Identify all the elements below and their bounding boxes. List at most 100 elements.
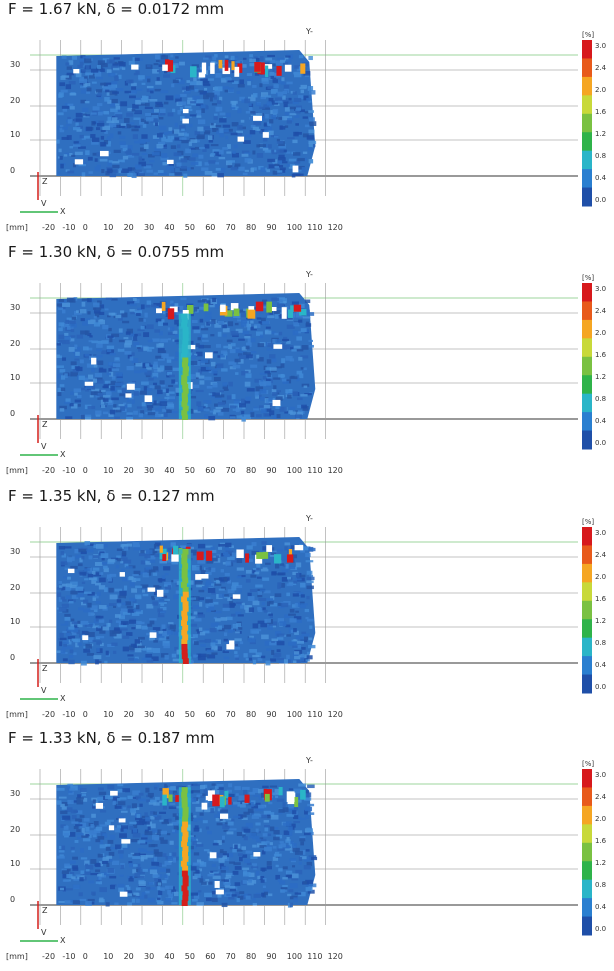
speckle bbox=[153, 172, 159, 175]
speckle bbox=[105, 297, 113, 300]
speckle bbox=[220, 167, 226, 173]
speckle bbox=[305, 552, 311, 558]
y-tick-label: 10 bbox=[10, 130, 20, 139]
speckle bbox=[214, 872, 222, 877]
speckle bbox=[293, 628, 297, 633]
speckle bbox=[59, 155, 63, 160]
speckle bbox=[99, 158, 108, 162]
speckle bbox=[92, 625, 100, 629]
speckle bbox=[211, 897, 218, 903]
speckle bbox=[131, 898, 136, 903]
crack-segment bbox=[181, 567, 188, 574]
speckle bbox=[229, 627, 235, 631]
speckle bbox=[236, 130, 244, 134]
crack-segment bbox=[181, 615, 188, 622]
speckle bbox=[97, 626, 102, 629]
speckle bbox=[293, 322, 300, 327]
speckle bbox=[96, 660, 102, 664]
speckle bbox=[269, 826, 275, 832]
speckle bbox=[273, 829, 280, 835]
speckle bbox=[264, 618, 271, 623]
speckle bbox=[224, 883, 231, 888]
speckle bbox=[156, 133, 163, 138]
speckle bbox=[56, 855, 65, 859]
speckle bbox=[92, 555, 99, 559]
speckle bbox=[153, 811, 158, 815]
speckle bbox=[306, 861, 313, 867]
speckle bbox=[279, 167, 286, 171]
speckle bbox=[161, 319, 165, 323]
speckle bbox=[245, 373, 252, 378]
speckle bbox=[122, 788, 131, 793]
speckle bbox=[288, 805, 296, 809]
speckle bbox=[167, 332, 175, 336]
speckle bbox=[126, 79, 134, 84]
speckle bbox=[301, 631, 307, 634]
speckle bbox=[288, 97, 292, 101]
speckle bbox=[199, 549, 207, 554]
speckle bbox=[162, 162, 169, 166]
speckle bbox=[133, 390, 139, 396]
speckle bbox=[70, 391, 74, 395]
speckle bbox=[261, 299, 268, 305]
speckle bbox=[95, 881, 100, 884]
speckle bbox=[186, 167, 192, 171]
speckle bbox=[308, 855, 317, 859]
speckle bbox=[290, 375, 295, 379]
speckle bbox=[306, 827, 311, 832]
speckle bbox=[285, 389, 293, 394]
speckle bbox=[246, 388, 255, 392]
speckle bbox=[175, 590, 182, 594]
speckle bbox=[60, 585, 66, 591]
speckle bbox=[243, 323, 252, 328]
speckle bbox=[227, 579, 231, 584]
speckle bbox=[258, 598, 267, 602]
speckle bbox=[129, 125, 138, 128]
specimen-field bbox=[56, 50, 317, 179]
speckle bbox=[75, 586, 84, 591]
strain-hotspot bbox=[218, 59, 223, 69]
speckle bbox=[271, 638, 278, 642]
speckle bbox=[172, 857, 177, 863]
speckle bbox=[288, 158, 297, 162]
speckle bbox=[197, 406, 204, 412]
speckle bbox=[150, 866, 159, 872]
speckle bbox=[167, 823, 173, 826]
speckle bbox=[81, 630, 88, 635]
speckle bbox=[70, 590, 78, 595]
speckle bbox=[309, 90, 316, 95]
speckle bbox=[96, 67, 104, 71]
speckle bbox=[292, 139, 298, 144]
speckle bbox=[72, 144, 81, 147]
speckle bbox=[190, 395, 197, 399]
speckle bbox=[244, 858, 251, 864]
speckle bbox=[159, 867, 167, 872]
speckle bbox=[245, 134, 252, 138]
data-gap bbox=[269, 306, 277, 312]
speckle bbox=[80, 797, 88, 802]
speckle bbox=[172, 830, 180, 834]
x-tick-label: 0 bbox=[83, 223, 88, 232]
speckle bbox=[58, 596, 63, 602]
speckle bbox=[171, 83, 175, 88]
speckle bbox=[115, 88, 124, 92]
speckle bbox=[204, 403, 208, 409]
speckle bbox=[141, 833, 148, 838]
speckle bbox=[219, 133, 225, 138]
speckle bbox=[243, 414, 251, 419]
strain-hotspot bbox=[237, 63, 243, 73]
speckle bbox=[95, 869, 101, 873]
speckle bbox=[61, 105, 69, 109]
speckle bbox=[83, 135, 90, 139]
speckle bbox=[124, 90, 132, 94]
speckle bbox=[292, 391, 298, 397]
speckle bbox=[292, 865, 296, 868]
speckle bbox=[228, 160, 236, 163]
speckle bbox=[237, 125, 243, 130]
speckle bbox=[269, 641, 278, 646]
speckle bbox=[60, 824, 66, 828]
speckle bbox=[113, 149, 121, 153]
speckle bbox=[102, 398, 109, 402]
speckle bbox=[175, 351, 180, 357]
x-tick-label: 80 bbox=[246, 223, 256, 232]
